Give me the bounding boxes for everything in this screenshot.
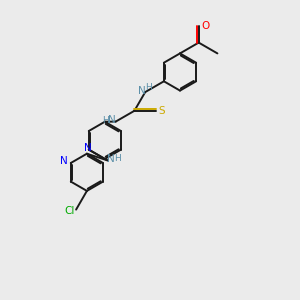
Text: N: N — [107, 154, 115, 164]
Text: H: H — [146, 83, 152, 92]
Text: N: N — [60, 157, 68, 166]
Text: Cl: Cl — [64, 206, 75, 216]
Text: H: H — [114, 154, 121, 164]
Text: S: S — [158, 106, 165, 116]
Text: N: N — [84, 143, 92, 153]
Text: O: O — [201, 21, 209, 32]
Text: H: H — [102, 116, 109, 124]
Text: N: N — [108, 115, 116, 125]
Text: N: N — [138, 85, 146, 96]
